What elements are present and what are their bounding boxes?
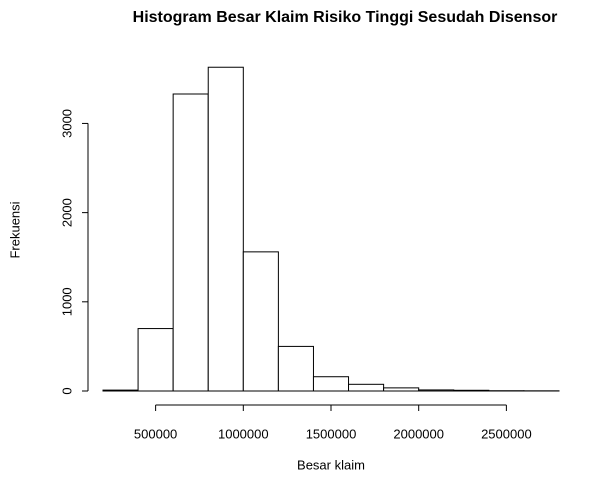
x-tick-label: 500000: [134, 426, 177, 441]
y-tick-label: 1000: [59, 287, 74, 316]
bar: [312, 376, 350, 392]
bar: [102, 389, 139, 392]
bar: [172, 93, 209, 392]
x-tick-label: 1000000: [218, 426, 269, 441]
bar: [418, 389, 455, 392]
bar: [207, 66, 244, 392]
bar: [242, 251, 279, 392]
x-axis-label: Besar klaim: [297, 457, 365, 472]
bar: [453, 389, 490, 392]
x-tick-label: 1500000: [306, 426, 357, 441]
bar: [383, 387, 420, 392]
bar: [277, 345, 314, 392]
x-tick-label: 2500000: [481, 426, 532, 441]
y-tick-label: 3000: [59, 109, 74, 138]
y-tick-label: 2000: [59, 198, 74, 227]
x-tick-label: 2000000: [393, 426, 444, 441]
bar: [137, 328, 174, 392]
chart-title: Histogram Besar Klaim Risiko Tinggi Sesu…: [133, 9, 558, 26]
y-tick-label: 0: [59, 387, 74, 394]
y-axis-label: Frekuensi: [7, 201, 22, 258]
bar: [348, 383, 385, 392]
